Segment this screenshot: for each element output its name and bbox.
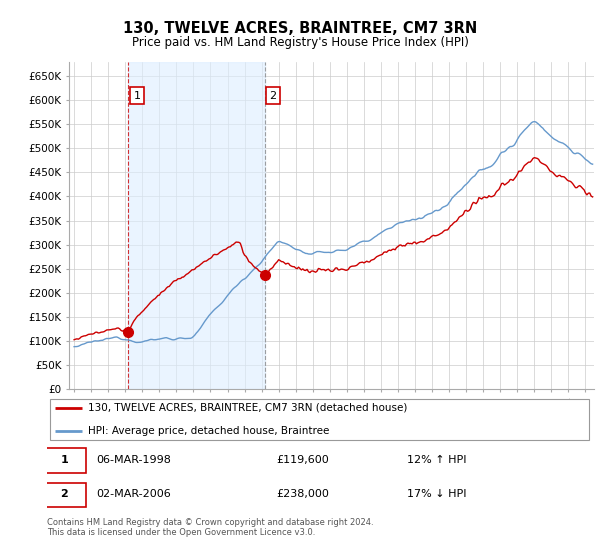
Text: 17% ↓ HPI: 17% ↓ HPI: [407, 489, 467, 499]
Text: 02-MAR-2006: 02-MAR-2006: [96, 489, 170, 499]
Text: 12% ↑ HPI: 12% ↑ HPI: [407, 455, 467, 465]
Text: 1: 1: [133, 91, 140, 100]
FancyBboxPatch shape: [50, 399, 589, 440]
Text: 130, TWELVE ACRES, BRAINTREE, CM7 3RN (detached house): 130, TWELVE ACRES, BRAINTREE, CM7 3RN (d…: [88, 403, 407, 413]
FancyBboxPatch shape: [43, 449, 86, 473]
Text: Contains HM Land Registry data © Crown copyright and database right 2024.
This d: Contains HM Land Registry data © Crown c…: [47, 518, 373, 538]
Text: Price paid vs. HM Land Registry's House Price Index (HPI): Price paid vs. HM Land Registry's House …: [131, 36, 469, 49]
Text: 1: 1: [61, 455, 68, 465]
Text: £119,600: £119,600: [276, 455, 329, 465]
Text: HPI: Average price, detached house, Braintree: HPI: Average price, detached house, Brai…: [88, 426, 329, 436]
Text: 2: 2: [269, 91, 277, 100]
Text: £238,000: £238,000: [276, 489, 329, 499]
Text: 06-MAR-1998: 06-MAR-1998: [96, 455, 171, 465]
Text: 130, TWELVE ACRES, BRAINTREE, CM7 3RN: 130, TWELVE ACRES, BRAINTREE, CM7 3RN: [123, 21, 477, 36]
Text: 2: 2: [61, 489, 68, 499]
Bar: [128, 62, 265, 389]
FancyBboxPatch shape: [43, 483, 86, 507]
